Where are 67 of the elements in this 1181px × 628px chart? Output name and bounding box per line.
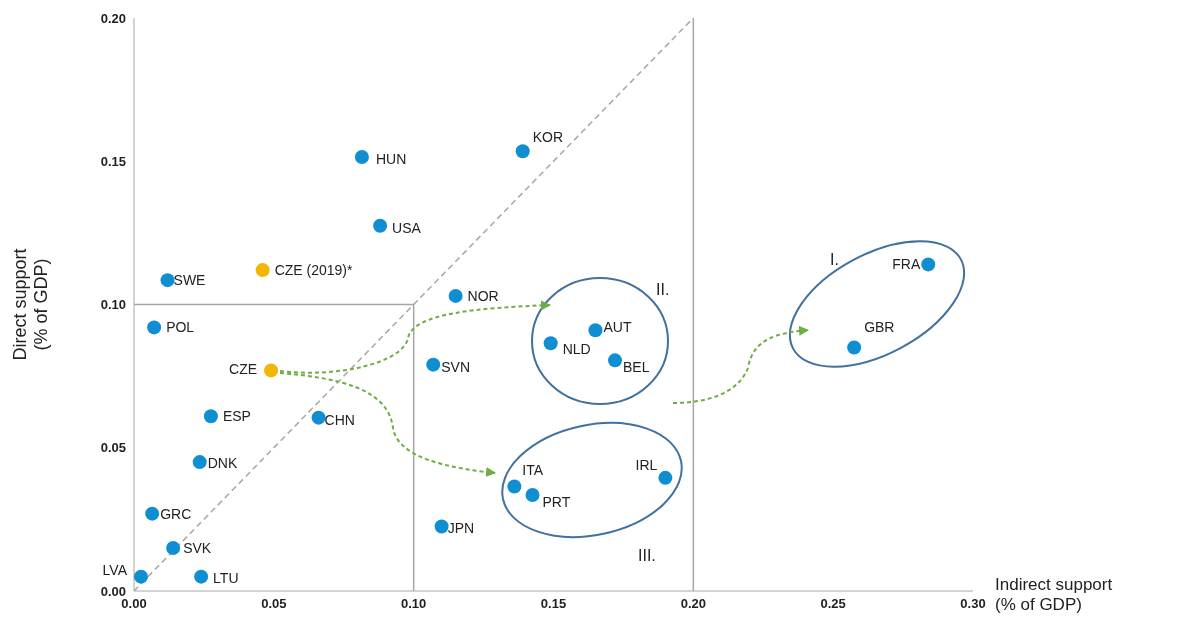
series-label: NLD xyxy=(562,341,591,358)
series-label: SVK xyxy=(183,540,212,557)
point xyxy=(921,257,936,272)
annotation: I. xyxy=(830,251,839,268)
series-label: CZE xyxy=(229,361,258,378)
series-label: SWE xyxy=(173,272,206,289)
point xyxy=(203,409,218,424)
annotation: III. xyxy=(638,547,656,564)
series-label: USA xyxy=(392,219,422,236)
series-label: GBR xyxy=(864,319,895,336)
point xyxy=(608,353,623,368)
series-label: IRL xyxy=(635,456,658,473)
point xyxy=(160,273,175,288)
point xyxy=(658,470,673,485)
x-tick-label: 0.25 xyxy=(820,596,846,612)
y-tick-label: 0.10 xyxy=(100,297,126,313)
y-tick-label: 0.00 xyxy=(100,583,126,599)
series-label: BEL xyxy=(623,359,650,376)
y-tick-label: 0.05 xyxy=(100,440,126,456)
series-label: FRA xyxy=(892,256,921,273)
series-label: SVN xyxy=(441,358,471,375)
point xyxy=(507,479,522,494)
series-label: POL xyxy=(166,319,195,336)
series-label: NOR xyxy=(467,287,499,304)
point xyxy=(354,149,369,164)
series-label: LVA xyxy=(102,561,128,578)
series-label: JPN xyxy=(447,519,475,536)
series-label: DNK xyxy=(207,455,238,472)
x-tick-label: 0.15 xyxy=(540,596,567,612)
series-label: KOR xyxy=(532,129,564,146)
y-tick-label: 0.20 xyxy=(100,10,126,26)
point xyxy=(192,455,207,470)
series-label: GRC xyxy=(160,505,192,522)
series-label: HUN xyxy=(375,150,407,167)
point xyxy=(543,336,558,351)
series-label: AUT xyxy=(603,319,632,336)
x-tick-label: 0.10 xyxy=(401,596,427,612)
x-axis-title: Indirect support (% of GDP) xyxy=(995,575,1113,614)
point xyxy=(588,323,603,338)
point xyxy=(145,506,160,521)
series-label: ESP xyxy=(222,408,251,425)
point xyxy=(448,288,463,303)
point xyxy=(255,263,270,278)
point xyxy=(426,357,441,372)
point xyxy=(166,541,181,556)
x-tick-label: 0.00 xyxy=(121,596,147,612)
x-tick-label: 0.20 xyxy=(680,596,706,612)
point xyxy=(515,144,530,159)
x-tick-label: 0.05 xyxy=(261,596,287,612)
series-label: CHN xyxy=(324,411,355,428)
point xyxy=(194,569,209,584)
y-tick-label: 0.15 xyxy=(100,153,126,169)
point xyxy=(434,519,449,534)
point xyxy=(373,218,388,233)
series-label: LTU xyxy=(213,569,239,586)
point xyxy=(264,363,279,378)
series-label: CZE (2019)* xyxy=(274,262,354,279)
series-label: ITA xyxy=(522,462,544,479)
y-axis-title: Direct support (% of GDP) xyxy=(10,248,51,361)
point xyxy=(525,488,540,503)
point xyxy=(147,320,162,335)
point xyxy=(847,340,862,355)
point xyxy=(134,569,148,584)
annotation: II. xyxy=(656,281,670,298)
series-label: PRT xyxy=(542,494,571,511)
x-tick-label: 0.30 xyxy=(960,596,986,612)
point xyxy=(311,410,326,425)
